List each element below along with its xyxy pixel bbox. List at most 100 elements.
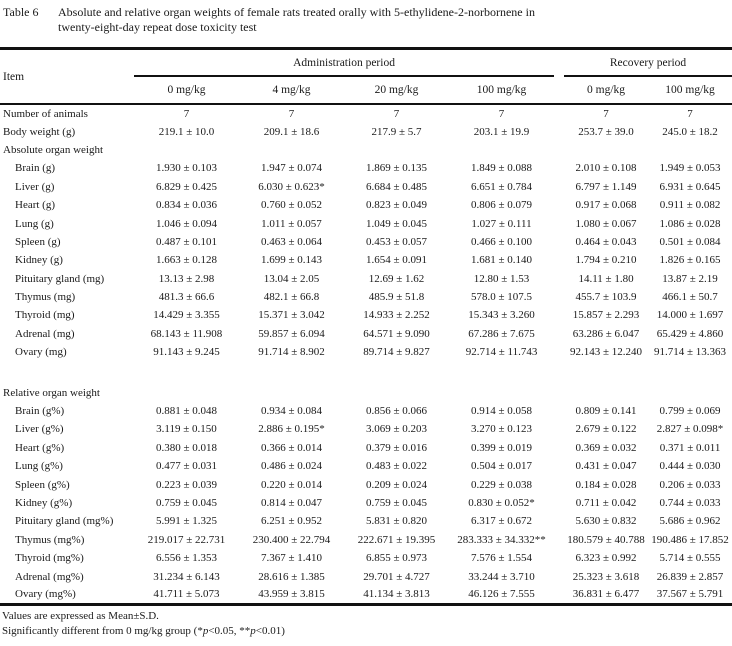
row-value: 0.483 ± 0.022	[365, 460, 428, 473]
column-gap	[554, 567, 564, 585]
table-row: Spleen (g) 0.487 ± 0.101 0.463 ± 0.064 0.45…	[0, 233, 732, 251]
table-row: Body weight (g) 219.1 ± 10.0 209.1 ± 18.6 2…	[0, 122, 732, 140]
dose-header-row: 0 mg/kg 4 mg/kg 20 mg/kg 100 mg/kg 0 mg/…	[0, 76, 732, 105]
column-gap	[554, 122, 564, 140]
row-item-label: Kidney (g%)	[15, 497, 73, 509]
row-value: 3.069 ± 0.203	[365, 423, 428, 436]
row-item-label: Liver (g%)	[15, 423, 64, 436]
column-gap	[554, 233, 564, 251]
table-row: Kidney (g) 1.663 ± 0.128 1.699 ± 0.143 1.65…	[0, 251, 732, 269]
row-value	[344, 361, 449, 383]
row-value: 6.317 ± 0.672	[470, 515, 533, 528]
row-value: 222.671 ± 19.395	[357, 533, 436, 546]
row-value: 1.080 ± 0.067	[575, 217, 637, 230]
row-value: 0.881 ± 0.048	[155, 405, 218, 418]
row-value: 6.251 ± 0.952	[260, 515, 323, 528]
row-value: 0.453 ± 0.057	[365, 235, 428, 248]
row-value	[134, 361, 239, 383]
row-value: 7	[603, 107, 609, 120]
row-value: 7	[687, 107, 693, 120]
row-value: 3.270 ± 0.123	[470, 423, 533, 436]
table-row: Thyroid (mg%) 6.556 ± 1.353 7.367 ± 1.410 6…	[0, 549, 732, 567]
row-value: 92.714 ± 11.743	[465, 346, 538, 359]
row-item-label	[0, 361, 134, 383]
row-item-label: Relative organ weight	[3, 386, 100, 399]
row-value: 0.220 ± 0.014	[260, 478, 323, 491]
row-value	[239, 383, 344, 401]
row-value: 91.714 ± 13.363	[654, 346, 727, 359]
row-value: 0.466 ± 0.100	[470, 235, 533, 248]
row-item-label: Thymus (mg%)	[15, 533, 85, 546]
column-gap	[554, 439, 564, 457]
row-value: 13.87 ± 2.19	[662, 272, 718, 285]
row-value	[449, 383, 554, 401]
row-value	[564, 361, 648, 383]
row-value: 43.959 ± 3.815	[258, 588, 325, 601]
spacer-row	[0, 361, 732, 383]
row-value: 0.760 ± 0.052	[260, 199, 323, 212]
column-gap	[554, 457, 564, 475]
row-value: 15.343 ± 3.260	[468, 309, 535, 322]
row-value: 0.371 ± 0.011	[659, 441, 721, 454]
row-value: 455.7 ± 103.9	[575, 291, 637, 304]
row-value: 1.794 ± 0.210	[575, 254, 637, 267]
table-row: Adrenal (mg) 68.143 ± 11.908 59.857 ± 6.09…	[0, 325, 732, 343]
dose-header-admin-4mgkg: 4 mg/kg	[239, 76, 344, 105]
column-gap	[554, 159, 564, 177]
row-value: 14.429 ± 3.355	[153, 309, 220, 322]
table-row: Spleen (g%) 0.223 ± 0.039 0.220 ± 0.014 0.2…	[0, 475, 732, 493]
column-gap	[554, 402, 564, 420]
row-value: 14.933 ± 2.252	[363, 309, 430, 322]
row-value: 67.286 ± 7.675	[468, 327, 535, 340]
row-value: 0.486 ± 0.024	[260, 460, 323, 473]
row-item-label: Lung (g)	[15, 217, 54, 230]
row-item-label: Heart (g%)	[15, 441, 65, 454]
column-gap	[554, 104, 564, 122]
column-gap	[554, 325, 564, 343]
table-title: Absolute and relative organ weights of f…	[58, 5, 730, 34]
row-item-label: Brain (g)	[15, 162, 56, 175]
dose-header-recovery-100mgkg: 100 mg/kg	[648, 76, 732, 105]
row-value: 89.714 ± 9.827	[363, 346, 430, 359]
row-value: 7	[183, 107, 190, 120]
row-value: 41.711 ± 5.073	[153, 588, 220, 601]
table-row: Heart (g%) 0.380 ± 0.018 0.366 ± 0.014 0.37…	[0, 439, 732, 457]
row-value: 6.556 ± 1.353	[155, 552, 218, 565]
row-value: 0.379 ± 0.016	[365, 441, 428, 454]
footnote-significance-text: <0.05, **	[208, 624, 251, 637]
row-value: 12.80 ± 1.53	[473, 272, 530, 285]
row-value: 0.830 ± 0.052*	[468, 497, 535, 509]
row-value: 5.686 ± 0.962	[659, 515, 721, 528]
row-item-label: Spleen (g)	[15, 235, 61, 248]
row-value: 0.463 ± 0.064	[260, 235, 323, 248]
row-value: 0.206 ± 0.033	[659, 478, 721, 491]
row-value: 5.714 ± 0.555	[659, 552, 721, 565]
row-value: 63.286 ± 6.047	[572, 327, 640, 340]
row-value: 59.857 ± 6.094	[258, 327, 325, 340]
row-value: 26.839 ± 2.857	[656, 570, 724, 583]
table-row: Number of animals 7 7 7 7 7 7	[0, 104, 732, 122]
row-value: 466.1 ± 50.7	[662, 291, 718, 304]
row-value: 0.799 ± 0.069	[659, 405, 721, 418]
footnote-mean-sd: Values are expressed as Mean±S.D.	[2, 609, 159, 622]
row-value: 0.504 ± 0.017	[470, 460, 533, 473]
row-value: 1.654 ± 0.091	[365, 254, 428, 267]
row-item-label: Pituitary gland (mg%)	[15, 515, 114, 528]
row-value: 6.855 ± 0.973	[365, 552, 428, 565]
column-gap	[554, 420, 564, 438]
column-header-item: Item	[0, 48, 134, 105]
row-value: 2.010 ± 0.108	[575, 162, 637, 175]
row-item-label: Heart (g)	[15, 199, 56, 212]
row-value: 5.991 ± 1.325	[155, 515, 218, 528]
table-row: Brain (g%) 0.881 ± 0.048 0.934 ± 0.084 0.85…	[0, 402, 732, 420]
row-value: 2.679 ± 0.122	[575, 423, 637, 436]
table-row: Kidney (g%) 0.759 ± 0.045 0.814 ± 0.047 0.7…	[0, 494, 732, 512]
row-value: 41.134 ± 3.813	[363, 588, 430, 601]
column-gap	[554, 549, 564, 567]
p-symbol: p	[250, 624, 256, 637]
row-value: 190.486 ± 17.852	[651, 533, 729, 546]
column-gap	[554, 141, 564, 159]
row-value: 1.049 ± 0.045	[365, 217, 428, 230]
column-gap	[554, 288, 564, 306]
row-value: 1.681 ± 0.140	[470, 254, 533, 267]
